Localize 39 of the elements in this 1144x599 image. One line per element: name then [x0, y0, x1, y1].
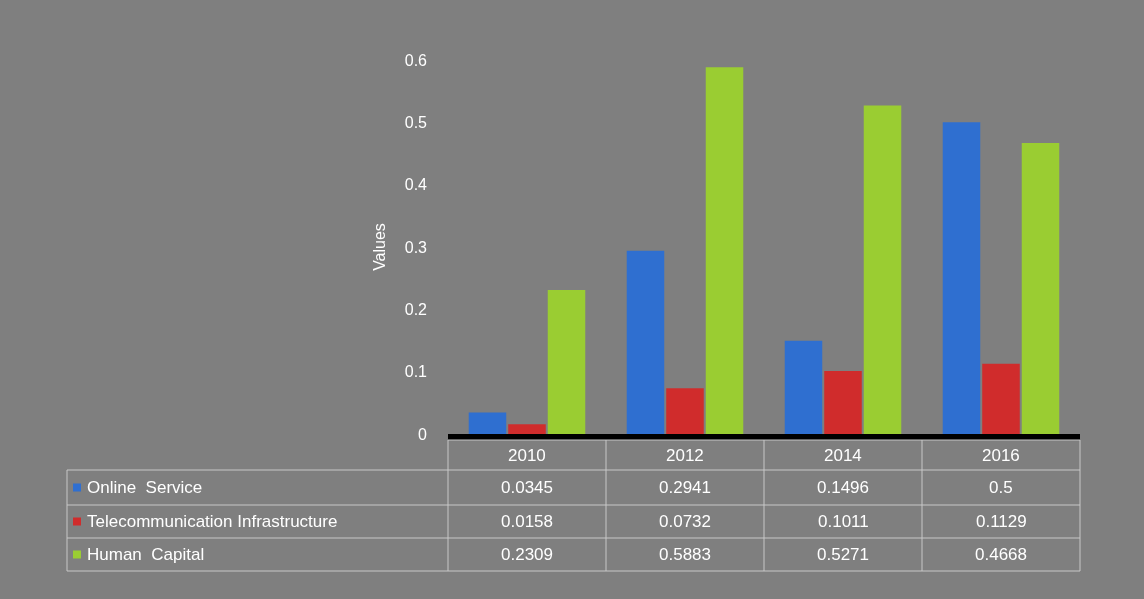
y-tick-label: 0.3: [404, 238, 428, 256]
bar: [547, 290, 586, 434]
bar: [705, 67, 744, 434]
x-tick-label: 2012: [666, 446, 704, 465]
bar: [468, 412, 507, 434]
y-tick-label: 0.2: [404, 300, 428, 318]
data-label: 0.0345: [501, 478, 553, 497]
y-axis-title: Values: [370, 223, 388, 271]
data-label: 0.0732: [659, 512, 711, 531]
data-label: 0.1129: [976, 512, 1027, 531]
bar: [508, 424, 546, 434]
bar: [824, 370, 862, 434]
data-label: 0.5883: [659, 545, 711, 564]
data-label: 0.2941: [659, 478, 711, 497]
y-tick-label: 0: [418, 425, 428, 443]
legend-label: Telecommunication Infrastructure: [87, 512, 338, 531]
data-label: 0.5: [989, 478, 1013, 497]
bar: [863, 105, 902, 434]
y-tick-label: 0.6: [404, 51, 428, 69]
legend-label: Online Service: [87, 478, 203, 497]
x-tick-label: 2014: [824, 446, 862, 465]
x-tick-label: 2010: [508, 446, 546, 465]
data-label: 0.0158: [501, 512, 553, 531]
data-label: 0.2309: [501, 545, 553, 564]
y-tick-label: 0.4: [404, 176, 428, 194]
bar: [666, 388, 704, 434]
y-tick-label: 0.1: [404, 363, 428, 381]
y-tick-label: 0.5: [404, 113, 428, 131]
bar: [626, 250, 665, 434]
data-label: 0.4668: [975, 545, 1027, 564]
data-label: 0.1011: [818, 512, 869, 531]
data-label: 0.5271: [817, 545, 869, 564]
bar: [942, 122, 981, 434]
bar: [1021, 143, 1060, 434]
data-label: 0.1496: [817, 478, 869, 497]
bar: [982, 363, 1020, 434]
x-tick-label: 2016: [982, 446, 1020, 465]
legend-label: Human Capital: [87, 545, 205, 564]
bar: [784, 340, 823, 434]
